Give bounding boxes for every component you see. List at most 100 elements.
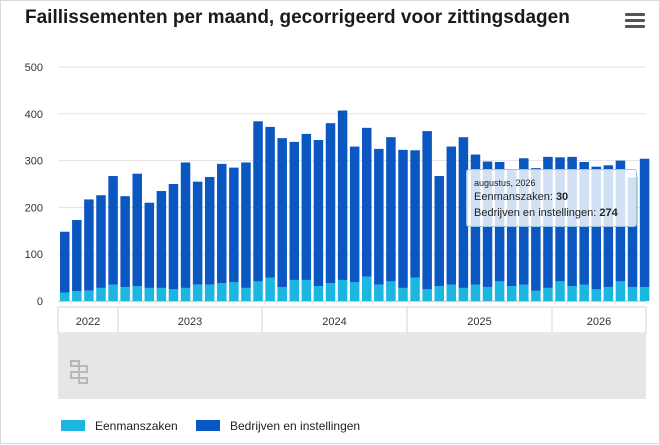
bar-eenmanszaken[interactable] <box>362 276 372 301</box>
bar-eenmanszaken[interactable] <box>519 284 529 301</box>
bar-bedrijven[interactable] <box>60 231 70 293</box>
bar-eenmanszaken[interactable] <box>543 287 553 301</box>
legend-item-eenmanszaken[interactable]: Eenmanszaken <box>61 419 178 433</box>
bar-bedrijven[interactable] <box>446 146 457 285</box>
bar-bedrijven[interactable] <box>265 126 275 278</box>
bar-bedrijven[interactable] <box>362 127 372 277</box>
bar-bedrijven[interactable] <box>72 220 82 292</box>
bar-bedrijven[interactable] <box>156 191 167 288</box>
bar-bedrijven[interactable] <box>120 196 130 287</box>
bar-eenmanszaken[interactable] <box>422 289 432 301</box>
bar-eenmanszaken[interactable] <box>615 281 626 301</box>
bar-bedrijven[interactable] <box>84 199 94 291</box>
bar-eenmanszaken[interactable] <box>494 281 505 301</box>
bar-eenmanszaken[interactable] <box>229 282 239 301</box>
bar-eenmanszaken[interactable] <box>241 287 251 301</box>
bar-bedrijven[interactable] <box>108 176 118 285</box>
bar-eenmanszaken[interactable] <box>72 291 82 301</box>
bar-eenmanszaken[interactable] <box>289 279 300 301</box>
bar-bedrijven[interactable] <box>349 146 360 283</box>
bar-bedrijven[interactable] <box>531 168 541 291</box>
bar-eenmanszaken[interactable] <box>446 284 457 301</box>
bar-eenmanszaken[interactable] <box>627 286 638 301</box>
bar-bedrijven[interactable] <box>241 162 251 288</box>
year-band <box>57 306 647 334</box>
bar-bedrijven[interactable] <box>398 149 408 288</box>
bar-bedrijven[interactable] <box>204 176 215 285</box>
year-label: 2025 <box>467 316 491 328</box>
navigator-panel[interactable] <box>58 334 646 399</box>
chart-tooltip: augustus, 2026 Eenmanszaken: 30 Bedrijve… <box>466 169 637 227</box>
bar-bedrijven[interactable] <box>132 173 142 287</box>
bar-eenmanszaken[interactable] <box>386 281 396 301</box>
bar-eenmanszaken[interactable] <box>603 286 614 301</box>
bar-eenmanszaken[interactable] <box>217 283 227 301</box>
bar-bedrijven[interactable] <box>229 167 239 283</box>
bar-eenmanszaken[interactable] <box>325 283 336 301</box>
bar-eenmanszaken[interactable] <box>301 279 312 301</box>
bar-eenmanszaken[interactable] <box>132 286 142 301</box>
bar-eenmanszaken[interactable] <box>192 284 203 301</box>
bar-eenmanszaken[interactable] <box>265 277 275 301</box>
bar-eenmanszaken[interactable] <box>506 286 517 301</box>
bar-bedrijven[interactable] <box>410 150 420 278</box>
bar-eenmanszaken[interactable] <box>374 284 384 301</box>
bar-bedrijven[interactable] <box>96 195 106 288</box>
bar-bedrijven[interactable] <box>253 121 263 282</box>
bar-eenmanszaken[interactable] <box>96 287 106 301</box>
bar-eenmanszaken[interactable] <box>108 284 118 301</box>
bar-eenmanszaken[interactable] <box>531 290 541 301</box>
bar-eenmanszaken[interactable] <box>204 284 215 301</box>
bar-bedrijven[interactable] <box>627 177 638 287</box>
bar-eenmanszaken[interactable] <box>555 281 565 301</box>
bar-bedrijven[interactable] <box>289 141 300 280</box>
legend-item-bedrijven[interactable]: Bedrijven en instellingen <box>196 419 360 433</box>
bar-eenmanszaken[interactable] <box>591 289 602 301</box>
bar-eenmanszaken[interactable] <box>349 282 360 301</box>
bar-eenmanszaken[interactable] <box>253 281 263 301</box>
bar-bedrijven[interactable] <box>591 166 602 290</box>
bar-eenmanszaken[interactable] <box>410 277 420 301</box>
bar-bedrijven[interactable] <box>192 181 203 285</box>
bar-bedrijven[interactable] <box>144 202 155 288</box>
bar-eenmanszaken[interactable] <box>60 292 70 301</box>
bar-eenmanszaken[interactable] <box>313 286 324 301</box>
tooltip-line-bedrijven: Bedrijven en instellingen: 274 <box>474 205 629 221</box>
bar-bedrijven[interactable] <box>639 158 650 287</box>
bar-eenmanszaken[interactable] <box>144 287 155 301</box>
bar-bedrijven[interactable] <box>506 169 517 287</box>
tooltip-value-bedrijven: 274 <box>599 207 618 219</box>
y-tick-label: 500 <box>25 62 43 74</box>
bar-eenmanszaken[interactable] <box>567 286 577 301</box>
bar-bedrijven[interactable] <box>168 184 179 290</box>
y-tick-label: 400 <box>25 109 43 121</box>
bar-eenmanszaken[interactable] <box>180 287 191 301</box>
bar-eenmanszaken[interactable] <box>120 286 130 301</box>
bar-eenmanszaken[interactable] <box>156 287 167 301</box>
bar-bedrijven[interactable] <box>301 133 312 280</box>
bar-eenmanszaken[interactable] <box>168 289 179 301</box>
bar-eenmanszaken[interactable] <box>470 284 481 301</box>
bar-eenmanszaken[interactable] <box>277 286 287 301</box>
bar-bedrijven[interactable] <box>180 162 191 288</box>
bar-bedrijven[interactable] <box>313 140 324 287</box>
bar-bedrijven[interactable] <box>458 137 469 288</box>
bar-bedrijven[interactable] <box>277 138 287 287</box>
bar-bedrijven[interactable] <box>337 110 348 280</box>
bar-eenmanszaken[interactable] <box>639 286 650 301</box>
bar-eenmanszaken[interactable] <box>482 286 493 301</box>
bar-eenmanszaken[interactable] <box>579 284 589 301</box>
bar-eenmanszaken[interactable] <box>458 287 469 301</box>
bar-bedrijven[interactable] <box>325 123 336 284</box>
tooltip-value-eenmanszaken: 30 <box>555 191 569 203</box>
bar-bedrijven[interactable] <box>422 131 432 290</box>
hamburger-menu-icon[interactable] <box>625 13 645 31</box>
bar-bedrijven[interactable] <box>386 137 396 282</box>
bar-eenmanszaken[interactable] <box>84 290 94 301</box>
bar-bedrijven[interactable] <box>434 176 444 287</box>
bar-eenmanszaken[interactable] <box>337 279 348 301</box>
bar-bedrijven[interactable] <box>217 163 227 284</box>
bar-bedrijven[interactable] <box>374 148 384 285</box>
bar-eenmanszaken[interactable] <box>398 287 408 301</box>
bar-eenmanszaken[interactable] <box>434 286 444 301</box>
